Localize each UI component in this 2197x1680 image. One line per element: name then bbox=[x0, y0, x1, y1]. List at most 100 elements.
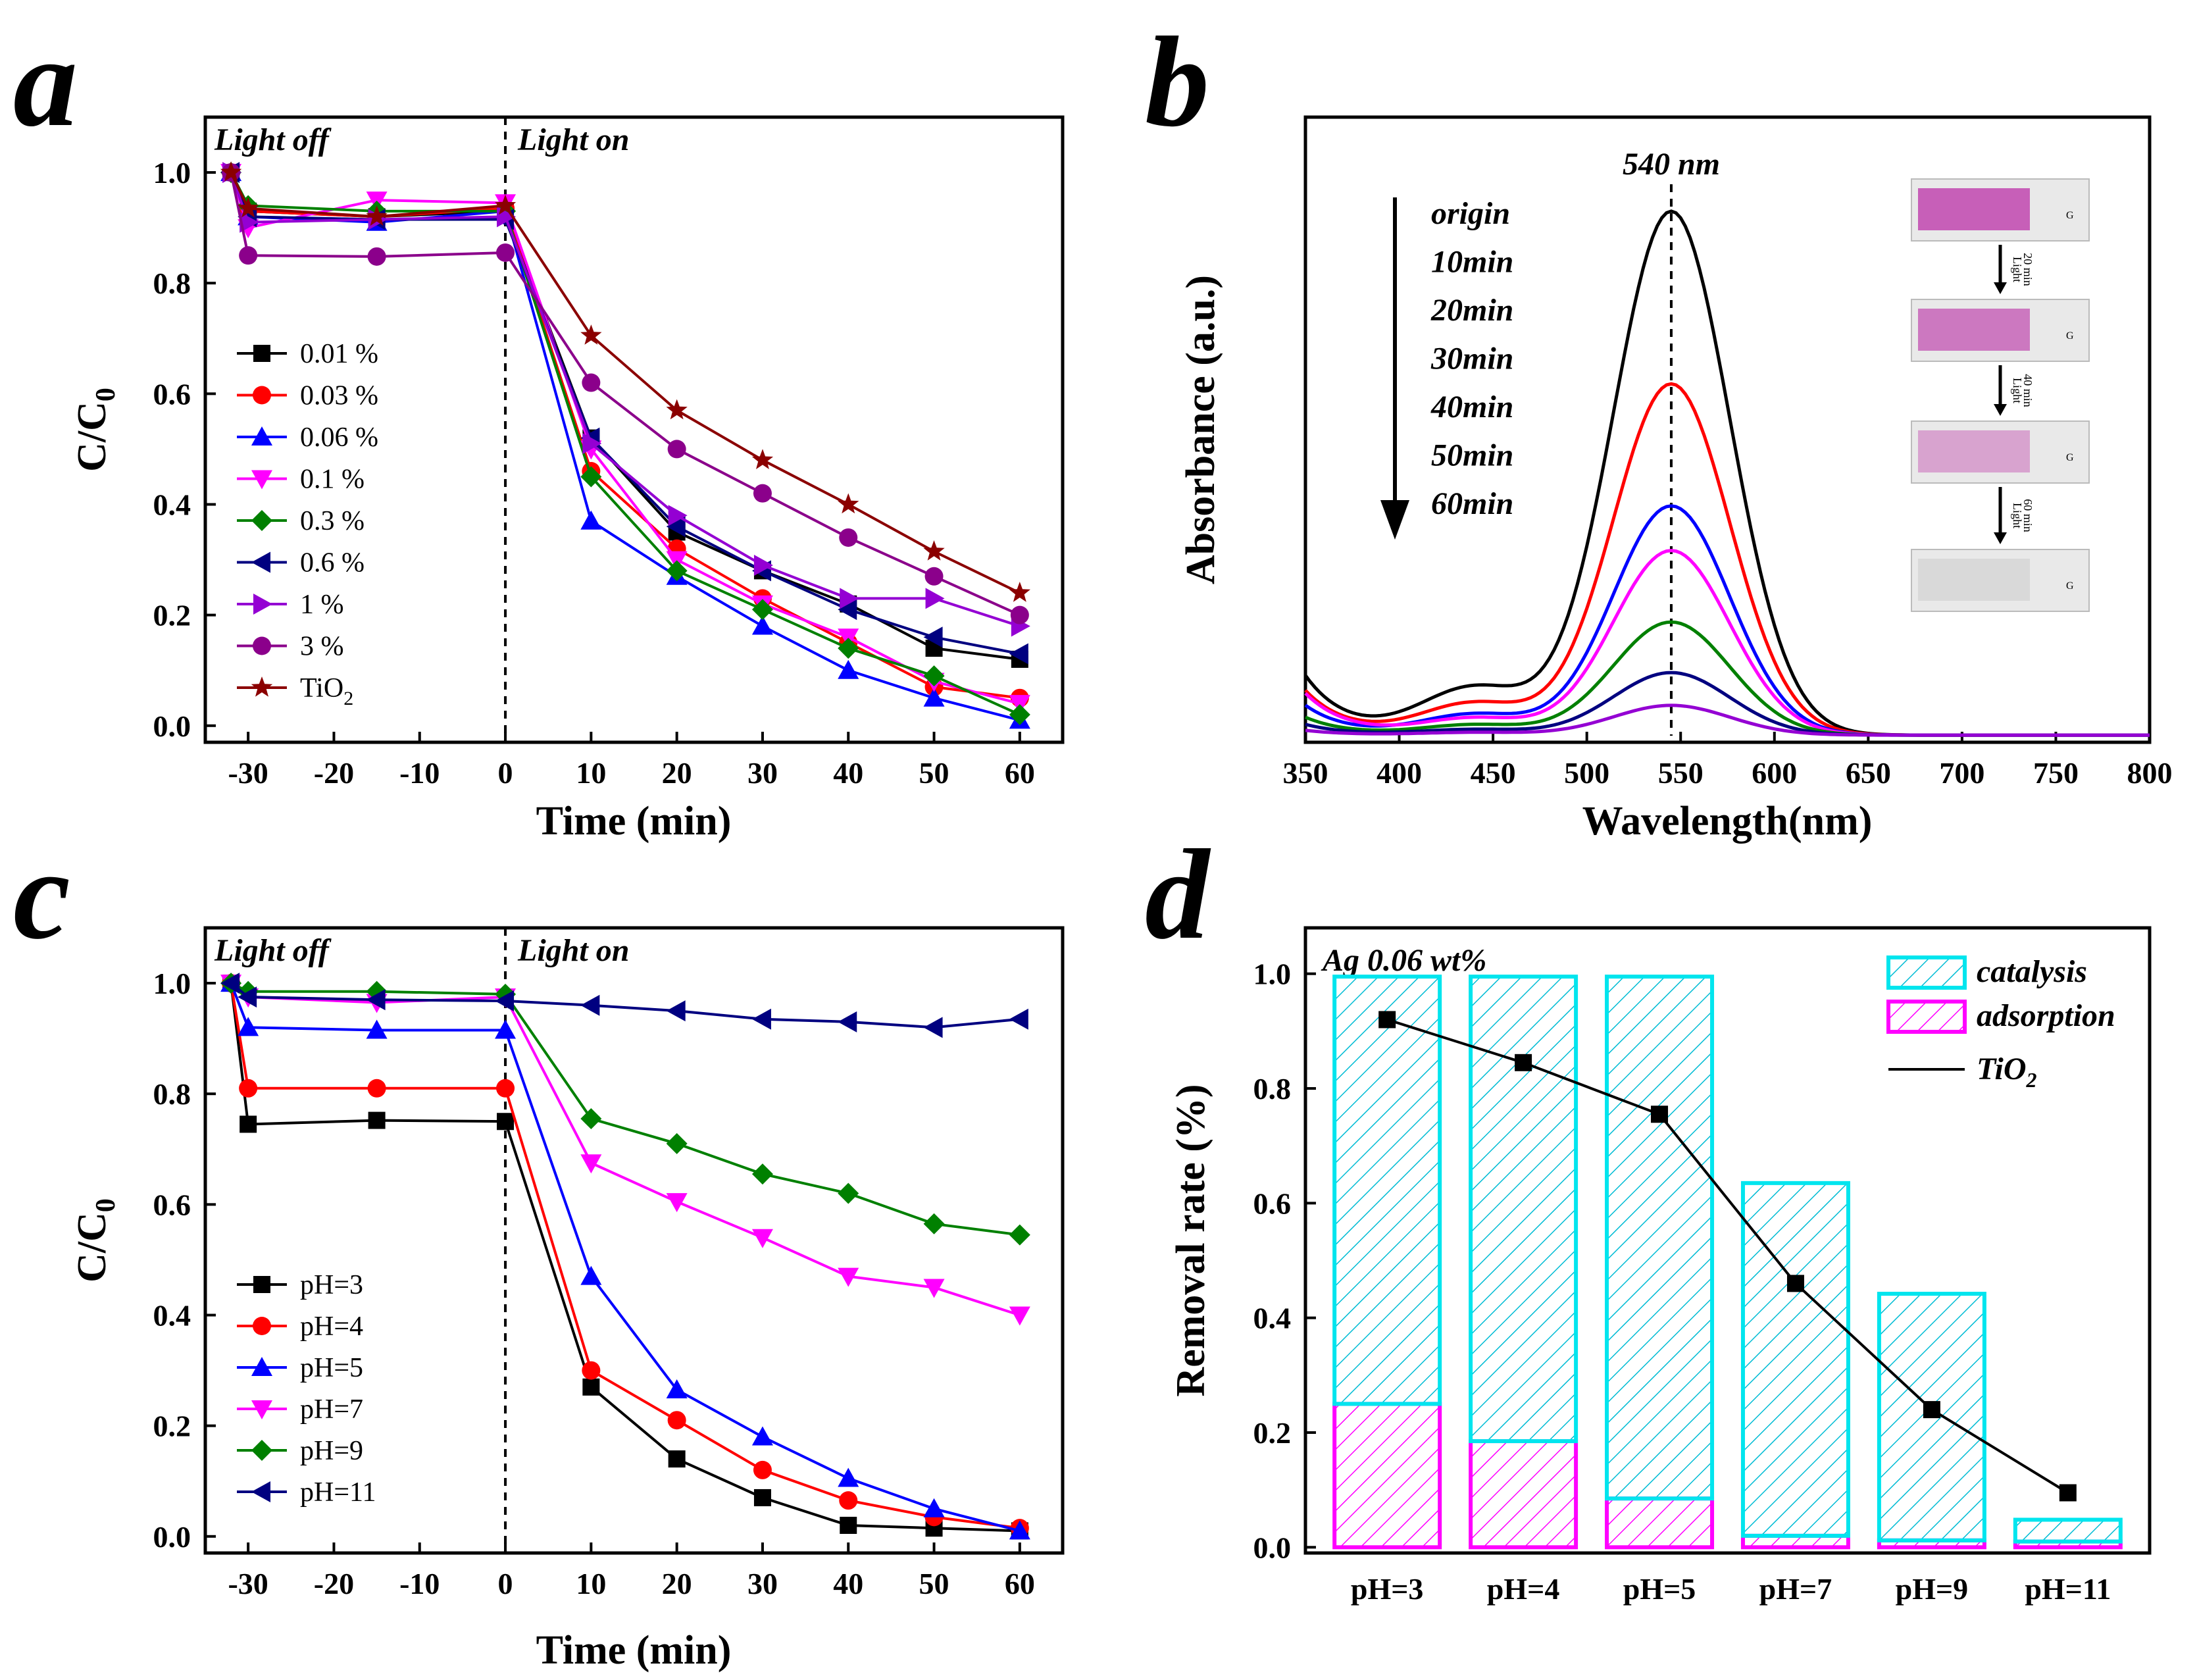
a-data-point-0-06 bbox=[751, 615, 773, 635]
b-spectrum-60min bbox=[1305, 703, 2150, 737]
c-data-point-ph-4 bbox=[496, 1079, 515, 1098]
a-series-line-0-1 bbox=[230, 172, 1021, 705]
c-x-tick-label: 0 bbox=[498, 1567, 513, 1600]
a-legend-tio2-label-sub: 2 bbox=[343, 688, 353, 709]
panel-a-light-off-label: Light off bbox=[214, 122, 332, 157]
a-data-point-0-6 bbox=[923, 626, 943, 648]
b-x-tick-label: 650 bbox=[1846, 756, 1891, 790]
d-tio2-line bbox=[1386, 1018, 2069, 1494]
c-data-point-ph-9 bbox=[580, 1108, 602, 1130]
c-x-tick-label: 30 bbox=[747, 1567, 778, 1600]
panel-c-plot-area bbox=[220, 928, 1030, 1553]
a-data-point-tio2 bbox=[494, 194, 517, 215]
panel-d: d Ag 0.06 wt% 0.00.20.40.60.81.0 pH=3 pH=… bbox=[1145, 823, 2152, 1606]
a-legend-0-03-marker bbox=[253, 386, 271, 405]
a-data-point-0-6 bbox=[666, 516, 686, 538]
panel-a-x-ticks: -30 -20 -10 0 10 20 30 40 50 60 bbox=[228, 732, 1035, 790]
panel-c-label: c bbox=[13, 823, 70, 966]
d-tio2-point-ph-7 bbox=[1786, 1275, 1804, 1292]
b-x-tick-label: 500 bbox=[1564, 756, 1609, 790]
c-legend-ph-4-marker bbox=[253, 1317, 271, 1335]
b-x-tick-label: 600 bbox=[1752, 756, 1797, 790]
a-data-point-3 bbox=[239, 246, 258, 265]
a-x-tick-label: 40 bbox=[833, 756, 863, 790]
panel-b-time-labels: origin 10min 20min 30min 40min 50min 60min bbox=[1430, 196, 1513, 521]
c-legend-ph-5-label: pH=5 bbox=[300, 1353, 363, 1383]
d-legend-adsorption-label: adsorption bbox=[1977, 998, 2115, 1033]
panel-d-category-labels: pH=3 pH=4 pH=5 pH=7 pH=9 pH=11 bbox=[1351, 1572, 2111, 1606]
d-bar-adsorption-ph-4 bbox=[1469, 1439, 1578, 1550]
c-data-point-ph-11 bbox=[366, 989, 386, 1011]
a-data-point-1 bbox=[753, 554, 773, 576]
c-series-line-ph-5 bbox=[230, 982, 1021, 1533]
a-y-tick-label: 0.0 bbox=[153, 709, 191, 743]
c-data-point-ph-5 bbox=[366, 1019, 388, 1039]
a-data-point-tio2 bbox=[838, 493, 859, 514]
b-time-label-40min: 40min bbox=[1430, 390, 1513, 424]
c-legend-ph-3-label: pH=3 bbox=[300, 1270, 363, 1300]
a-x-tick-label: 10 bbox=[576, 756, 606, 790]
a-series-line-1 bbox=[230, 172, 1021, 628]
c-data-point-ph-7 bbox=[923, 1279, 945, 1298]
a-y-tick-label: 0.6 bbox=[153, 377, 191, 411]
c-data-point-ph-11 bbox=[1009, 1008, 1028, 1030]
b-inset-arrow-label: 20 min bbox=[2021, 253, 2034, 286]
panel-b-y-axis-title: Absorbance (a.u.) bbox=[1178, 275, 1223, 584]
b-cuvette-mark: G bbox=[2066, 452, 2074, 463]
c-data-point-ph-5 bbox=[238, 1017, 259, 1036]
a-data-point-tio2 bbox=[1009, 582, 1030, 602]
panel-b-x-axis-title: Wavelength(nm) bbox=[1582, 799, 1873, 844]
b-cuvette-mark: G bbox=[2066, 210, 2074, 221]
a-x-tick-label: 50 bbox=[919, 756, 949, 790]
panel-b-plot-area bbox=[1303, 184, 2150, 737]
panel-b-label: b bbox=[1145, 11, 1209, 153]
c-data-point-ph-11 bbox=[751, 1008, 771, 1030]
panel-a-y-axis-title: C/C0 bbox=[70, 388, 121, 472]
panel-c: c Light off Light on -30 -20 -10 0 10 20 30 40 5… bbox=[13, 823, 1065, 1673]
b-time-label-origin: origin bbox=[1431, 196, 1510, 231]
d-legend-catalysis-swatch bbox=[1886, 955, 1967, 990]
c-data-point-ph-3 bbox=[368, 1111, 386, 1129]
c-data-point-ph-4 bbox=[367, 1079, 386, 1098]
panel-a-label: a bbox=[13, 11, 78, 153]
a-data-point-0-06 bbox=[838, 659, 859, 679]
b-time-label-30min: 30min bbox=[1430, 342, 1513, 376]
c-data-point-ph-5 bbox=[1009, 1520, 1030, 1540]
a-legend-0-06-label: 0.06 % bbox=[300, 422, 378, 453]
b-cuvette-mark: G bbox=[2066, 580, 2074, 592]
d-y-tick-label: 0.0 bbox=[1253, 1531, 1292, 1564]
panel-a-y-axis-title-main: C/C bbox=[70, 401, 114, 472]
a-series-line-tio2 bbox=[230, 172, 1021, 594]
a-legend-0-6-label: 0.6 % bbox=[300, 548, 365, 578]
panel-c-light-off-label: Light off bbox=[214, 933, 332, 968]
a-data-point-3 bbox=[839, 528, 858, 547]
panel-a-y-ticks: 0.0 0.2 0.4 0.6 0.8 1.0 bbox=[153, 156, 216, 743]
a-data-point-3 bbox=[367, 247, 386, 266]
a-legend-1-label: 1 % bbox=[300, 590, 344, 620]
a-data-point-1 bbox=[582, 433, 602, 455]
c-data-point-ph-9 bbox=[666, 1133, 688, 1154]
d-category-label-ph-7: pH=7 bbox=[1759, 1572, 1832, 1606]
c-legend-ph-3-marker bbox=[253, 1276, 270, 1293]
b-time-label-10min: 10min bbox=[1431, 245, 1513, 280]
d-tio2-point-ph-4 bbox=[1515, 1054, 1532, 1071]
c-y-tick-label: 0.4 bbox=[153, 1298, 191, 1332]
c-legend-ph-11-marker bbox=[251, 1481, 270, 1502]
panel-c-x-ticks: -30 -20 -10 0 10 20 30 40 50 60 bbox=[228, 1542, 1035, 1600]
c-y-tick-label: 1.0 bbox=[153, 967, 191, 1000]
c-data-point-ph-5 bbox=[580, 1265, 602, 1285]
c-data-point-ph-5 bbox=[838, 1467, 859, 1487]
b-inset-arrow-label: 60 min bbox=[2021, 499, 2034, 532]
c-x-tick-label: 20 bbox=[662, 1567, 692, 1600]
a-series-line-0-6 bbox=[230, 172, 1021, 655]
panel-c-y-ticks: 0.0 0.2 0.4 0.6 0.8 1.0 bbox=[153, 967, 216, 1554]
d-bar-adsorption-ph-5 bbox=[1605, 1496, 1715, 1550]
c-data-point-ph-9 bbox=[838, 1183, 859, 1204]
c-data-point-ph-5 bbox=[751, 1426, 773, 1446]
c-x-tick-label: -30 bbox=[228, 1567, 268, 1600]
a-y-tick-label: 0.4 bbox=[153, 488, 191, 521]
b-x-tick-label: 550 bbox=[1658, 756, 1704, 790]
b-time-label-60min: 60min bbox=[1431, 486, 1513, 521]
panel-b-x-ticks: 350 400 450 500 550 600 650 700 750 800 bbox=[1283, 732, 2173, 790]
a-data-point-1 bbox=[925, 588, 945, 609]
